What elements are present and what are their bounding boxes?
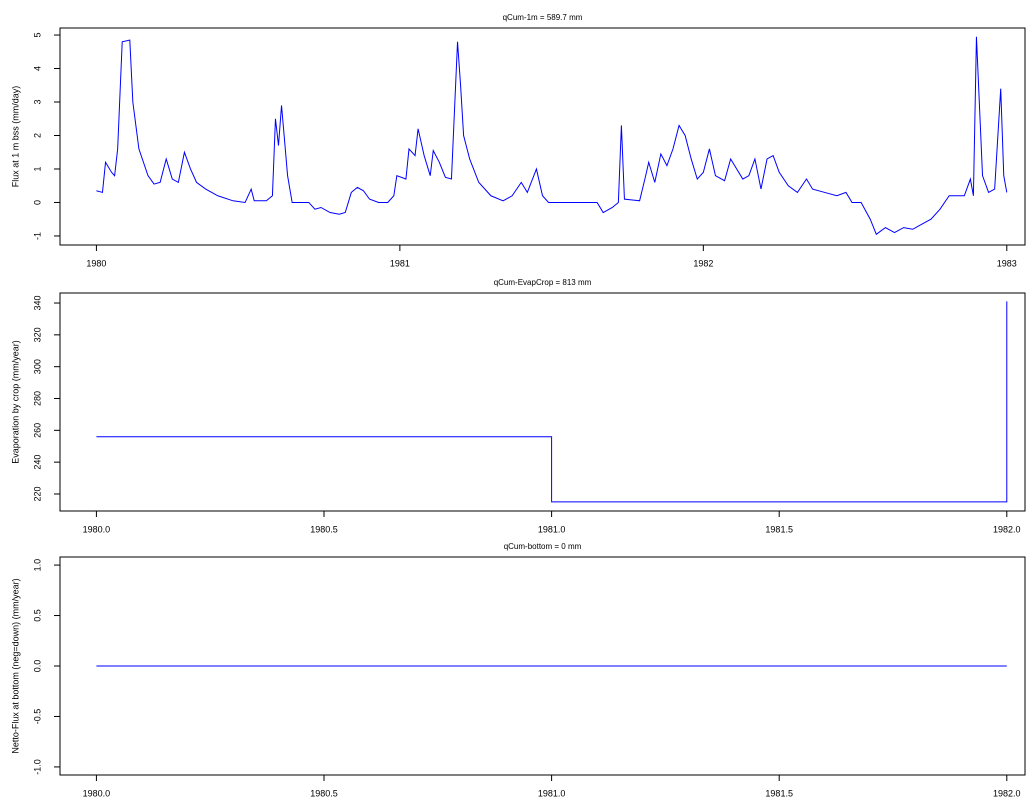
y-tick-label: -0.5: [32, 709, 42, 725]
x-tick-label: 1980.5: [310, 788, 338, 798]
data-line: [96, 36, 1008, 236]
x-tick-label: 1982.0: [993, 524, 1021, 534]
x-tick-label: 1983: [997, 258, 1017, 268]
y-tick-label: 340: [32, 296, 42, 311]
plot-frame: [59, 27, 1026, 246]
x-tick-label: 1982.0: [993, 788, 1021, 798]
x-tick-label: 1981.0: [538, 788, 566, 798]
x-tick-label: 1981.5: [765, 788, 793, 798]
y-tick-label: -1.0: [32, 759, 42, 775]
x-tick-label: 1981: [390, 258, 410, 268]
y-axis-label: Netto-Flux at bottom (neg=down) (mm/year…: [10, 578, 20, 753]
data-line: [96, 301, 1008, 503]
chart-title: qCum-bottom = 0 mm: [504, 542, 582, 551]
y-tick-label: 1: [32, 166, 42, 171]
y-tick-label: 220: [32, 486, 42, 501]
y-tick-label: -1: [32, 232, 42, 240]
x-tick-label: 1981.0: [538, 524, 566, 534]
x-tick-label: 1980.0: [83, 788, 111, 798]
x-tick-label: 1982: [693, 258, 713, 268]
y-tick-label: 2: [32, 133, 42, 138]
y-tick-label: 1.0: [32, 559, 42, 572]
chart-title: qCum-1m = 589.7 mm: [503, 13, 583, 22]
y-tick-label: 300: [32, 359, 42, 374]
x-tick-label: 1980.0: [83, 524, 111, 534]
y-tick-label: 5: [32, 33, 42, 38]
y-tick-label: 280: [32, 391, 42, 406]
y-tick-label: 3: [32, 99, 42, 104]
chart-title: qCum-EvapCrop = 813 mm: [494, 278, 592, 287]
y-tick-label: 260: [32, 423, 42, 438]
x-tick-label: 1980.5: [310, 524, 338, 534]
y-tick-label: 240: [32, 455, 42, 470]
plot-frame: [59, 292, 1026, 512]
y-tick-label: 0.5: [32, 609, 42, 622]
x-tick-label: 1980: [86, 258, 106, 268]
y-axis-label: Evaporation by crop (mm/year): [10, 340, 20, 464]
y-axis-label: Flux at 1 m bss (mm/day): [10, 86, 20, 188]
y-tick-label: 4: [32, 66, 42, 71]
y-tick-label: 0.0: [32, 660, 42, 673]
x-tick-label: 1981.5: [765, 524, 793, 534]
y-tick-label: 0: [32, 200, 42, 205]
y-tick-label: 320: [32, 327, 42, 342]
